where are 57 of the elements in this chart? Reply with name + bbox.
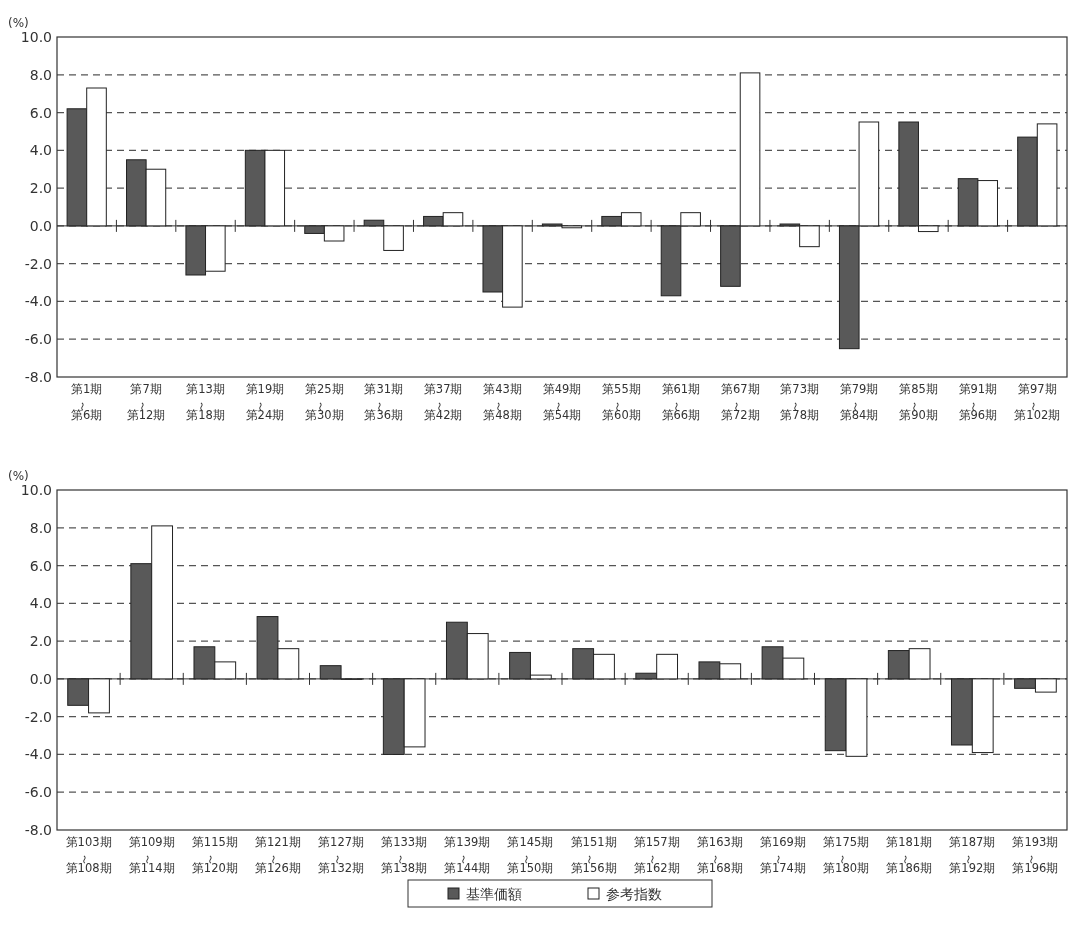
x-tick-label: 第169期〜第174期	[759, 835, 806, 875]
x-tick-label: 第157期〜第162期	[633, 835, 680, 875]
x-tick-label: 第193期〜第196期	[1012, 835, 1059, 875]
x-tick-label: 第163期〜第168期	[696, 835, 743, 875]
y-tick-label: -8.0	[24, 822, 52, 838]
x-tick-label: 第121期〜第126期	[254, 835, 301, 875]
x-tick-label: 第61期〜第66期	[661, 382, 701, 422]
legend-label: 参考指数	[606, 886, 662, 902]
x-tick-label: 第109期〜第114期	[128, 835, 175, 875]
y-tick-label: 0.0	[29, 217, 52, 234]
y-tick-label: 8.0	[29, 66, 52, 83]
y-tick-label: 10.0	[20, 482, 52, 498]
y-tick-label: 4.0	[29, 142, 52, 159]
y-tick-label: -6.0	[24, 331, 52, 348]
x-tick-label: 第19期〜第24期	[245, 382, 285, 422]
x-tick-label: 第103期〜第108期	[65, 835, 112, 875]
y-tick-label: 6.0	[29, 104, 52, 121]
x-tick-label: 第127期〜第132期	[318, 835, 365, 875]
x-tick-label: 第187期〜第192期	[949, 835, 996, 875]
x-tick-label: 第115期〜第120期	[191, 835, 238, 875]
y-axis-title: (%)	[8, 16, 29, 30]
y-tick-label: 2.0	[29, 633, 52, 650]
x-tick-label: 第43期〜第48期	[483, 382, 522, 422]
x-tick-label: 第67期〜第72期	[720, 382, 760, 422]
x-tick-label: 第49期〜第54期	[542, 382, 582, 422]
y-tick-label: 10.0	[20, 29, 52, 45]
y-tick-label: 6.0	[29, 557, 52, 574]
x-tick-label: 第181期〜第186期	[886, 835, 933, 875]
y-tick-label: -4.0	[24, 746, 52, 763]
x-tick-label: 第139期〜第144期	[444, 835, 491, 875]
x-tick-label: 第37期〜第42期	[423, 382, 463, 422]
x-tick-label: 第31期〜第36期	[364, 382, 404, 422]
y-tick-label: -4.0	[24, 293, 52, 310]
x-tick-label: 第25期〜第30期	[305, 382, 344, 422]
y-tick-label: -2.0	[24, 708, 52, 725]
y-tick-label: 0.0	[29, 670, 52, 687]
x-tick-label: 第55期〜第60期	[602, 382, 641, 422]
x-tick-label: 第13期〜第18期	[186, 382, 225, 422]
y-tick-label: -6.0	[24, 784, 52, 801]
x-tick-label: 第151期〜第156期	[570, 835, 617, 875]
x-tick-label: 第7期〜第12期	[126, 382, 166, 422]
y-axis-title: (%)	[8, 469, 29, 483]
y-tick-label: 8.0	[29, 519, 52, 536]
legend-label: 基準価額	[466, 886, 522, 902]
x-tick-label: 第1期〜第6期	[71, 382, 103, 422]
x-tick-label: 第133期〜第138期	[381, 835, 428, 875]
x-tick-label: 第145期〜第150期	[507, 835, 554, 875]
x-tick-label: 第85期〜第90期	[899, 382, 938, 422]
x-tick-label: 第91期〜第96期	[958, 382, 998, 422]
y-tick-label: -2.0	[24, 255, 52, 272]
x-tick-label: 第73期〜第78期	[780, 382, 819, 422]
x-tick-label: 第79期〜第84期	[839, 382, 879, 422]
y-tick-label: -8.0	[24, 369, 52, 385]
y-tick-label: 4.0	[29, 595, 52, 612]
x-tick-label: 第97期〜第102期	[1014, 382, 1061, 422]
y-tick-label: 2.0	[29, 180, 52, 197]
x-tick-label: 第175期〜第180期	[823, 835, 870, 875]
